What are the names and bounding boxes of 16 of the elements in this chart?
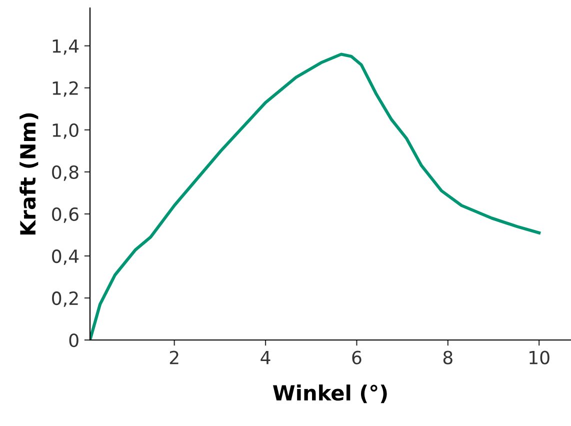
y-tick-label: 1,2	[52, 81, 78, 97]
x-tick-label: 10	[530, 350, 550, 364]
x-tick-label: 2	[170, 350, 178, 364]
x-tick-label: 8	[443, 350, 452, 364]
y-tick-label: 0,6	[52, 207, 78, 223]
line-series	[90, 52, 541, 340]
y-tick-label: 1,0	[52, 123, 78, 139]
x-tick-label: 6	[352, 350, 362, 364]
y-tick-label: 0,2	[52, 291, 78, 307]
y-tick-label: 1,4	[52, 40, 79, 55]
y-tick-label: 0	[69, 333, 78, 348]
y-tick-label: 0,8	[52, 165, 78, 181]
x-tick-label: 4	[260, 350, 270, 364]
y-axis-title: Kraft (Nm)	[20, 113, 38, 235]
y-tick-label: 0,4	[52, 249, 79, 265]
x-axis-title: Winkel (°)	[273, 384, 387, 404]
